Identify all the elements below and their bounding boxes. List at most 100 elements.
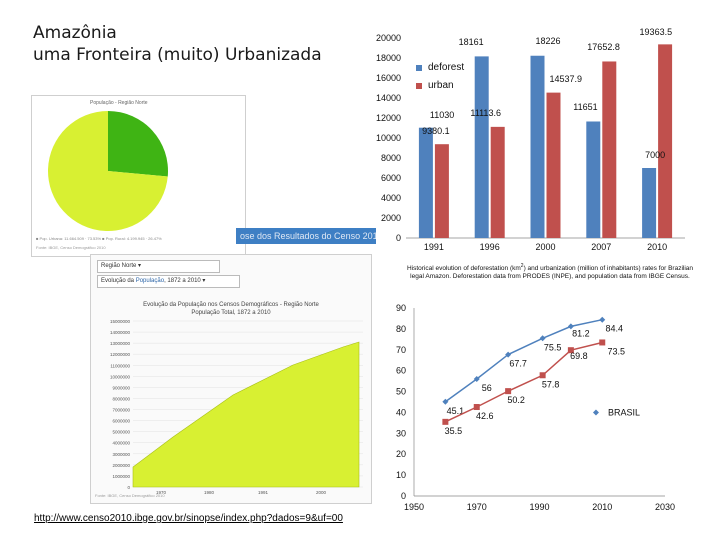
growth-caption: Fonte: IBGE, Censo Demográfico 2010 <box>95 493 165 498</box>
line-ytick: 30 <box>396 428 406 438</box>
bar-ytick: 0 <box>396 233 401 243</box>
line-data-label: 73.5 <box>607 346 625 356</box>
legend-swatch-deforest <box>416 64 422 71</box>
census-banner: ose dos Resultados do Censo 2010 <box>236 228 376 244</box>
line-data-label: 56 <box>482 383 492 393</box>
line-ytick: 70 <box>396 345 406 355</box>
line-point-amazonia <box>599 339 606 346</box>
line-data-label: 35.5 <box>445 426 463 436</box>
growth-ytick: 1000000 <box>112 474 130 479</box>
growth-chart-title: Evolução da População nos Censos Demográ… <box>143 302 319 316</box>
growth-chart: 15000000 14000000 13000000 12000000 11000000… <box>110 319 363 495</box>
bar-xtick: 1991 <box>424 242 444 252</box>
line-point-amazonia <box>539 372 546 379</box>
series-highlight: População <box>135 278 165 284</box>
bar-data-label: 18226 <box>536 36 561 46</box>
bar-xtick: 2010 <box>647 242 667 252</box>
line-data-label: 45.1 <box>447 406 465 416</box>
line-xtick: 2030 <box>655 502 675 512</box>
deforestation-urbanization-bar-chart: 0 2000 4000 6000 8000 10000 12000 14000 16000 180… <box>376 27 685 252</box>
line-xtick: 1970 <box>467 502 487 512</box>
bar-ytick: 8000 <box>381 153 401 163</box>
bar-data-label: 14537.9 <box>550 74 583 84</box>
title-line-2: uma Fronteira (muito) Urbanizada <box>33 45 322 65</box>
line-data-label: 75.5 <box>544 342 562 352</box>
pie-header: População - Região Norte <box>90 100 148 106</box>
series-suffix: , 1872 a 2010 <box>164 278 201 284</box>
bar-ytick: 4000 <box>381 193 401 203</box>
bar-deforest-2007 <box>586 121 601 238</box>
bar-urban-2010 <box>658 44 673 238</box>
line-point-brasil <box>599 316 606 323</box>
pie-slice-rural <box>108 111 169 177</box>
line-point-amazonia <box>442 418 449 425</box>
series-select: Evolução da População, 1872 a 2010 ▾ <box>97 275 240 288</box>
pie-slice-urban <box>48 111 168 231</box>
bar-ytick: 18000 <box>376 53 401 63</box>
line-data-label: 50.2 <box>507 395 525 405</box>
bar-deforest-2000 <box>530 55 545 238</box>
line-point-brasil <box>567 323 574 330</box>
bar-xtick: 2007 <box>591 242 611 252</box>
line-data-label: 69.8 <box>570 351 588 361</box>
bar-urban-1996 <box>490 126 505 238</box>
growth-ytick: 3000000 <box>112 452 130 457</box>
slide-title: Amazônia uma Fronteira (muito) Urbanizad… <box>33 22 322 66</box>
line-legend-label: BRASIL <box>608 407 640 417</box>
bar-urban-1991 <box>434 144 449 238</box>
line-data-label: 81.2 <box>572 328 590 338</box>
growth-ytick: 6000000 <box>112 419 130 424</box>
growth-ytick: 7000000 <box>112 408 130 413</box>
bar-xtick: 1996 <box>480 242 500 252</box>
growth-ytick: 9000000 <box>112 385 130 390</box>
growth-ytick: 8000000 <box>112 396 130 401</box>
line-legend-marker <box>592 409 599 416</box>
line-data-label: 84.4 <box>605 324 623 334</box>
line-point-amazonia <box>505 388 512 395</box>
bar-ytick: 16000 <box>376 73 401 83</box>
growth-ytick: 2000000 <box>112 463 130 468</box>
bar-ytick: 20000 <box>376 33 401 43</box>
line-xtick: 1990 <box>529 502 549 512</box>
line-ytick: 20 <box>396 449 406 459</box>
line-point-brasil <box>442 398 449 405</box>
pie-caption: Fonte: IBGE, Censo Demográfico 2010 <box>36 245 106 250</box>
line-point-brasil <box>473 376 480 383</box>
line-point-amazonia <box>473 404 480 411</box>
growth-ytick: 14000000 <box>110 330 131 335</box>
line-point-amazonia <box>567 347 574 354</box>
bar-data-label: 17652.8 <box>587 42 620 52</box>
line-xtick: 1950 <box>404 502 424 512</box>
line-data-label: 57.8 <box>542 379 560 389</box>
growth-xtick: 1970 <box>156 490 167 495</box>
source-link[interactable]: http://www.censo2010.ibge.gov.br/sinopse… <box>34 513 343 524</box>
growth-ytick: 0 <box>127 485 130 490</box>
growth-xtick: 1991 <box>258 490 269 495</box>
bar-deforest-1991 <box>418 127 433 238</box>
bar-ytick: 14000 <box>376 93 401 103</box>
line-ytick: 60 <box>396 366 406 376</box>
growth-ytick: 5000000 <box>112 430 130 435</box>
bar-data-label: 7000 <box>645 150 665 160</box>
series-prefix: Evolução da <box>101 278 136 284</box>
bar-deforest-1996 <box>474 56 489 238</box>
growth-ytick: 15000000 <box>110 319 131 324</box>
growth-ytick: 4000000 <box>112 441 130 446</box>
growth-ytick: 10000000 <box>110 374 131 379</box>
line-data-label: 67.7 <box>509 359 527 369</box>
bar-data-label: 11651 <box>573 102 597 112</box>
pie-screenshot: População - Região Norte ■ Pop. Urbana: … <box>31 95 246 257</box>
growth-ytick: 11000000 <box>110 363 130 368</box>
line-ytick: 50 <box>396 387 406 397</box>
growth-area <box>132 341 360 488</box>
line-series-0 <box>444 318 603 403</box>
bar-urban-2007 <box>602 61 617 238</box>
pie-chart <box>48 111 169 231</box>
legend-urban: urban <box>416 80 454 91</box>
bar-urban-2000 <box>546 92 561 238</box>
bar-data-label: 11030 <box>430 110 454 120</box>
bar-chart-caption: Historical evolution of deforestation (k… <box>406 263 694 281</box>
line-point-brasil <box>505 351 512 358</box>
population-growth-screenshot: Região Norte ▾ Evolução da População, 18… <box>90 254 372 504</box>
